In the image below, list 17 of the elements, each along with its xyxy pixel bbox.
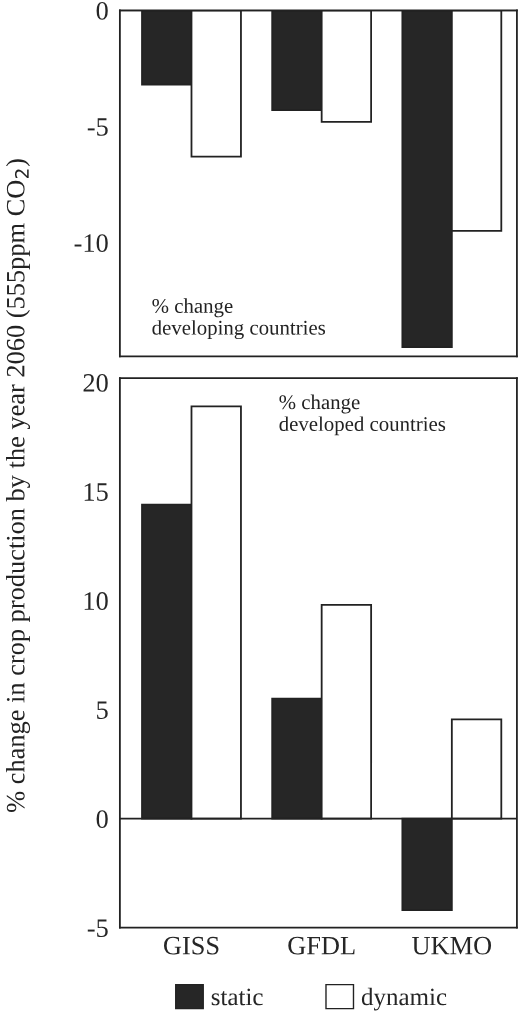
y-tick-label: 15 xyxy=(84,483,108,501)
annotation: % change developed countries xyxy=(279,394,446,436)
y-axis-title: % change in crop production by the year 2060 (555ppm CO$_{2}$) xyxy=(6,159,31,812)
x-tick-label: UKMO xyxy=(412,936,492,955)
legend-label: dynamic xyxy=(361,987,447,1011)
y-tick-label: -10 xyxy=(74,234,108,252)
y-tick-label: 0 xyxy=(96,810,108,829)
y-tick-label: 20 xyxy=(83,374,108,392)
y-tick-label: -5 xyxy=(87,118,108,136)
x-tick-label: GFDL xyxy=(288,936,355,955)
y-tick-label: 0 xyxy=(96,1,108,20)
y-tick-label: -5 xyxy=(87,919,108,938)
y-tick-label: 10 xyxy=(84,592,108,610)
y-tick-label: 5 xyxy=(97,701,108,719)
legend-label: static xyxy=(211,988,263,1006)
x-tick-label: GISS xyxy=(163,936,219,955)
annotation: % change developing countries xyxy=(152,298,326,340)
